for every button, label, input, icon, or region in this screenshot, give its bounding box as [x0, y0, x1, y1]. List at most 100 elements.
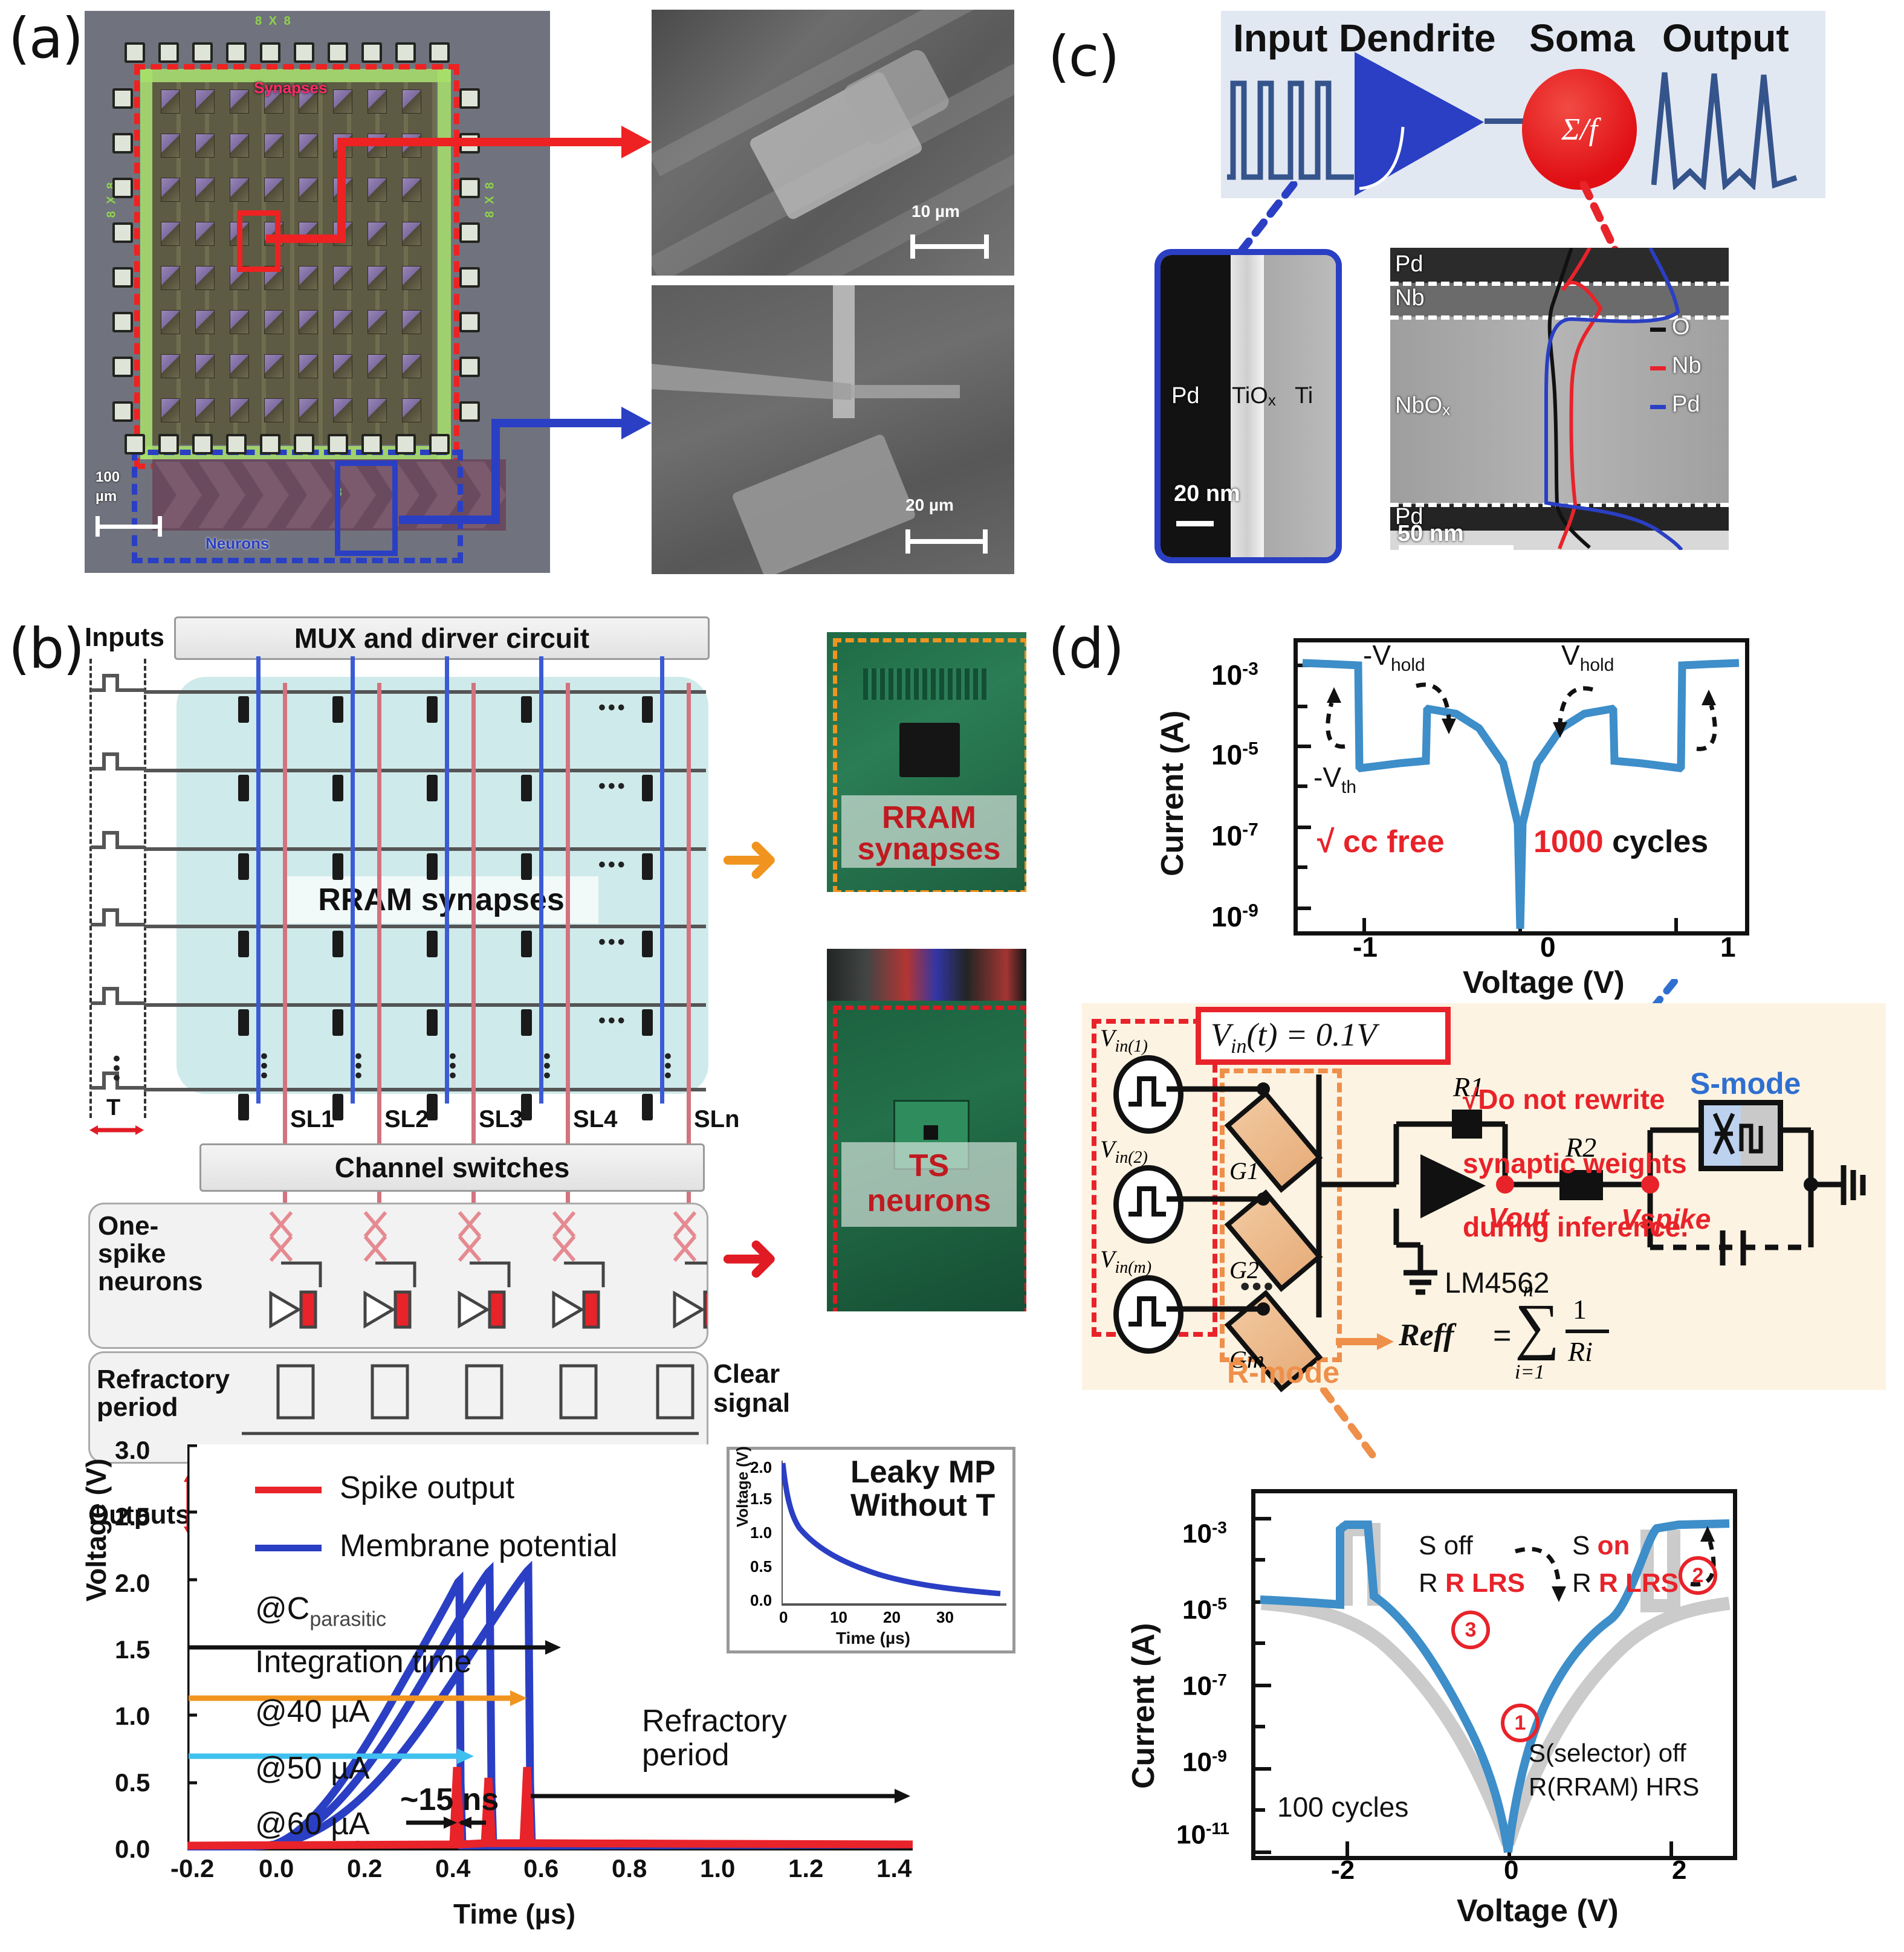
- tem-right-layer-nbox-sub: x: [1442, 401, 1451, 419]
- chart-d-top-ytick-3: 10-3: [1211, 659, 1258, 691]
- input-guide-left: [89, 659, 92, 1118]
- schematic-title-output: Output: [1662, 16, 1789, 60]
- input-pulse-train-icon: [1227, 80, 1354, 180]
- vin2-sub: in(2): [1115, 1148, 1148, 1167]
- vin1-base: V: [1100, 1024, 1115, 1052]
- chart-d-top-ylabel: Current (A): [1155, 710, 1190, 876]
- vhold-neg-base: -V: [1363, 639, 1391, 671]
- chart-b-xtick-0: -0.2: [170, 1854, 215, 1883]
- r-lrs-right-text: R LRS: [1599, 1568, 1679, 1598]
- ytick0-exp: -9: [1242, 900, 1258, 921]
- tem-left-layer-tiox-base: TiO: [1232, 383, 1268, 409]
- vin-label-1: Vin(1): [1100, 1024, 1148, 1056]
- sem-bottom-scale-cap-r: [983, 529, 988, 554]
- eds-legend-label-nb: Nb: [1672, 353, 1702, 378]
- panel-c-label: (c): [1048, 24, 1119, 89]
- chart-b-annot-15ns: ~15 ns: [400, 1782, 499, 1817]
- row-ellipsis-2: •••: [598, 775, 627, 798]
- synapse-cell: [161, 178, 180, 202]
- inset-xlabel: Time (µs): [836, 1629, 910, 1647]
- chart-d-top-xtick-1: 0: [1540, 931, 1556, 963]
- chart-d-top-xlabel: Voltage (V): [1463, 965, 1625, 1000]
- neuron-region-outline: [132, 450, 463, 563]
- r-mode-label: R-mode: [1227, 1356, 1340, 1389]
- bond-pad: [192, 434, 213, 454]
- synapse-cell: [264, 89, 283, 114]
- synapse-cell: [299, 310, 318, 334]
- panel-a: (a) 8 X 8 8 X 8 8 X 8 Synapses 8 X 8 Neu…: [0, 0, 1040, 580]
- chart-b-legend-swatch-membrane: [255, 1545, 322, 1551]
- inset-ytick-1: 0.5: [750, 1557, 772, 1575]
- col-ellipsis-1: •••: [252, 1052, 276, 1082]
- outputs-label: Outputs: [88, 1500, 190, 1530]
- chart-b-ytick-6: 3.0: [115, 1436, 151, 1464]
- chart-b-annot-60ua: @60 µA: [255, 1806, 370, 1841]
- inputs-label: Inputs: [85, 622, 164, 652]
- bond-pad: [260, 42, 280, 63]
- synapse-cell: [161, 134, 180, 158]
- vin2-base: V: [1100, 1136, 1115, 1163]
- tem-right-layer-pd-bottom: Pd: [1395, 504, 1423, 529]
- chart-b-xtick-5: 0.8: [612, 1854, 647, 1883]
- vin-expression-box: Vin(t) = 0.1V: [1196, 1007, 1451, 1065]
- array-tag-top: 8 X 8: [255, 15, 293, 28]
- synapse-cell: [230, 310, 249, 334]
- bytick4-exp: -3: [1211, 1518, 1227, 1537]
- pcb-rram-label-line1: RRAM: [882, 800, 976, 835]
- annot-100-cycles: 100 cycles: [1277, 1791, 1409, 1823]
- pcb-rram-label-line2: synapses: [857, 832, 1001, 867]
- vin1-sub: in(1): [1115, 1037, 1148, 1056]
- chart-b-xtick-7: 1.2: [788, 1854, 824, 1883]
- channel-switches-block[interactable]: Channel switches: [199, 1143, 705, 1192]
- inset-plot: [782, 1461, 1006, 1606]
- input-guide-right: [144, 659, 146, 1118]
- chart-b-annot-refractory: Refractory period: [642, 1704, 787, 1773]
- chart-b-xtick-1: 0.0: [259, 1854, 294, 1883]
- chart-b-ylabel: Voltage (V): [80, 1458, 112, 1601]
- inset-xtick-2: 20: [883, 1608, 901, 1626]
- ccfree-check: √: [1317, 824, 1335, 859]
- synapse-cell: [333, 89, 352, 114]
- sl-label-1: SL1: [290, 1106, 335, 1133]
- bond-pad: [459, 222, 480, 243]
- synapse-cell: [402, 89, 421, 114]
- scale-bar-cap-right: [158, 516, 162, 537]
- r2-text: R2: [1566, 1132, 1597, 1163]
- synapse-cell: [333, 310, 352, 334]
- row-ellipsis-1: •••: [598, 696, 627, 719]
- word-line-4: [144, 925, 706, 928]
- bond-pad: [125, 434, 145, 454]
- vth-sub: th: [1341, 777, 1357, 798]
- clear-signal-label: Clear signal: [713, 1359, 791, 1418]
- synapse-cell: [161, 266, 180, 290]
- row-ellipsis-5: •••: [598, 1009, 627, 1032]
- chart-d-bottom-plot: [1255, 1517, 1731, 1856]
- reff-label: Reff: [1399, 1317, 1454, 1353]
- synapse-cell: [161, 89, 180, 114]
- soma-node: Σ/f: [1522, 69, 1637, 190]
- synapse-cell: [368, 354, 387, 378]
- vspike-text: Vspike: [1621, 1203, 1711, 1235]
- connector-rmode-to-chart: [1320, 1388, 1382, 1466]
- chart-d-top-annot-vth: -Vth: [1313, 761, 1356, 798]
- neuron-unit-symbols: [269, 1211, 707, 1329]
- word-line-5: [144, 1003, 706, 1007]
- bond-pad: [459, 88, 480, 109]
- row-ellipsis-4: •••: [598, 931, 627, 954]
- eds-line-profiles: [1544, 248, 1683, 550]
- synapse-cell: [402, 354, 421, 378]
- cparasitic-base: @C: [255, 1591, 310, 1626]
- reff-fraction-bar: [1566, 1330, 1609, 1333]
- circuit-wires: [1167, 1075, 1866, 1350]
- mux-driver-block[interactable]: MUX and dirver circuit: [174, 616, 710, 660]
- ytick2-exp: -5: [1242, 738, 1258, 759]
- synapse-cell: [161, 310, 180, 334]
- bond-pad: [112, 133, 133, 154]
- synapse-cell: [368, 310, 387, 334]
- gm-label: Gm: [1229, 1345, 1264, 1374]
- chart-b-ytick-3: 1.5: [115, 1635, 151, 1664]
- bond-pad: [361, 42, 382, 63]
- bytick4-base: 10: [1182, 1519, 1212, 1549]
- chart-b-ytick-2: 1.0: [115, 1702, 151, 1730]
- synapse-cell: [333, 266, 352, 290]
